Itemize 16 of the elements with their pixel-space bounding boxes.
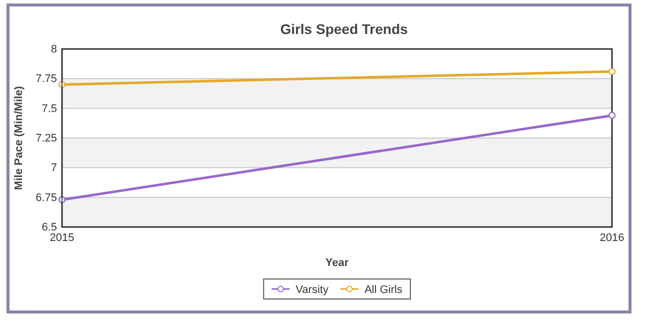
y-tick-label: 7.5 <box>42 102 57 115</box>
legend-label: Varsity <box>296 284 329 296</box>
x-tick-label: 2016 <box>600 232 624 244</box>
y-tick-label: 7.75 <box>36 73 57 86</box>
legend-label: All Girls <box>364 284 403 296</box>
y-tick-label: 8 <box>50 44 57 56</box>
y-tick-label: 7 <box>50 162 57 174</box>
x-axis-title: Year <box>325 257 350 269</box>
y-axis-title: Mile Pace (Min/Mile) <box>13 86 25 190</box>
point <box>608 112 616 120</box>
chart-title: Girls Speed Trends <box>280 21 408 37</box>
y-tick-label: 7.25 <box>36 132 57 145</box>
y-tick-label: 6.5 <box>42 222 57 234</box>
y-tick-label: 6.75 <box>36 192 57 204</box>
point <box>608 68 616 76</box>
x-tick-label: 2015 <box>50 232 74 244</box>
